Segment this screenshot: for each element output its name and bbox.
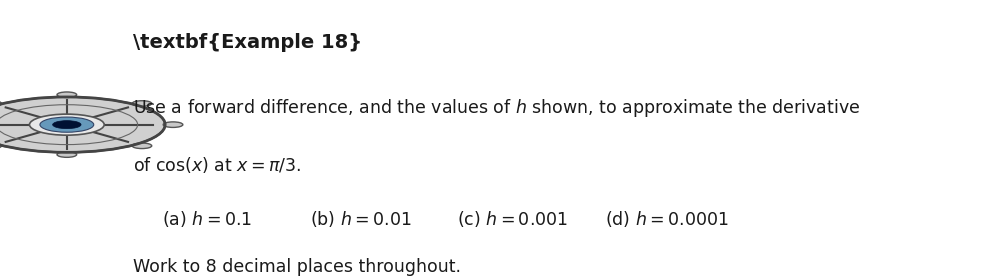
Circle shape	[163, 122, 183, 127]
Text: Use a forward difference, and the values of $h$ shown, to approximate the deriva: Use a forward difference, and the values…	[133, 97, 860, 119]
Circle shape	[57, 152, 77, 157]
Circle shape	[132, 101, 151, 106]
Text: (b) $h = 0.01$: (b) $h = 0.01$	[310, 209, 411, 229]
Text: \textbf{Example 18}: \textbf{Example 18}	[133, 33, 362, 52]
Circle shape	[0, 143, 2, 148]
Circle shape	[53, 121, 81, 129]
Text: of $\cos(x)$ at $x = \pi/3$.: of $\cos(x)$ at $x = \pi/3$.	[133, 155, 301, 175]
Text: (d) $h = 0.0001$: (d) $h = 0.0001$	[605, 209, 728, 229]
Circle shape	[40, 117, 93, 132]
Circle shape	[0, 101, 2, 106]
Circle shape	[0, 97, 165, 152]
Circle shape	[132, 143, 151, 148]
Text: Work to 8 decimal places throughout.: Work to 8 decimal places throughout.	[133, 258, 461, 276]
Text: (a) $h = 0.1$: (a) $h = 0.1$	[162, 209, 253, 229]
Circle shape	[57, 92, 77, 98]
Circle shape	[29, 114, 104, 135]
Text: (c) $h = 0.001$: (c) $h = 0.001$	[457, 209, 568, 229]
